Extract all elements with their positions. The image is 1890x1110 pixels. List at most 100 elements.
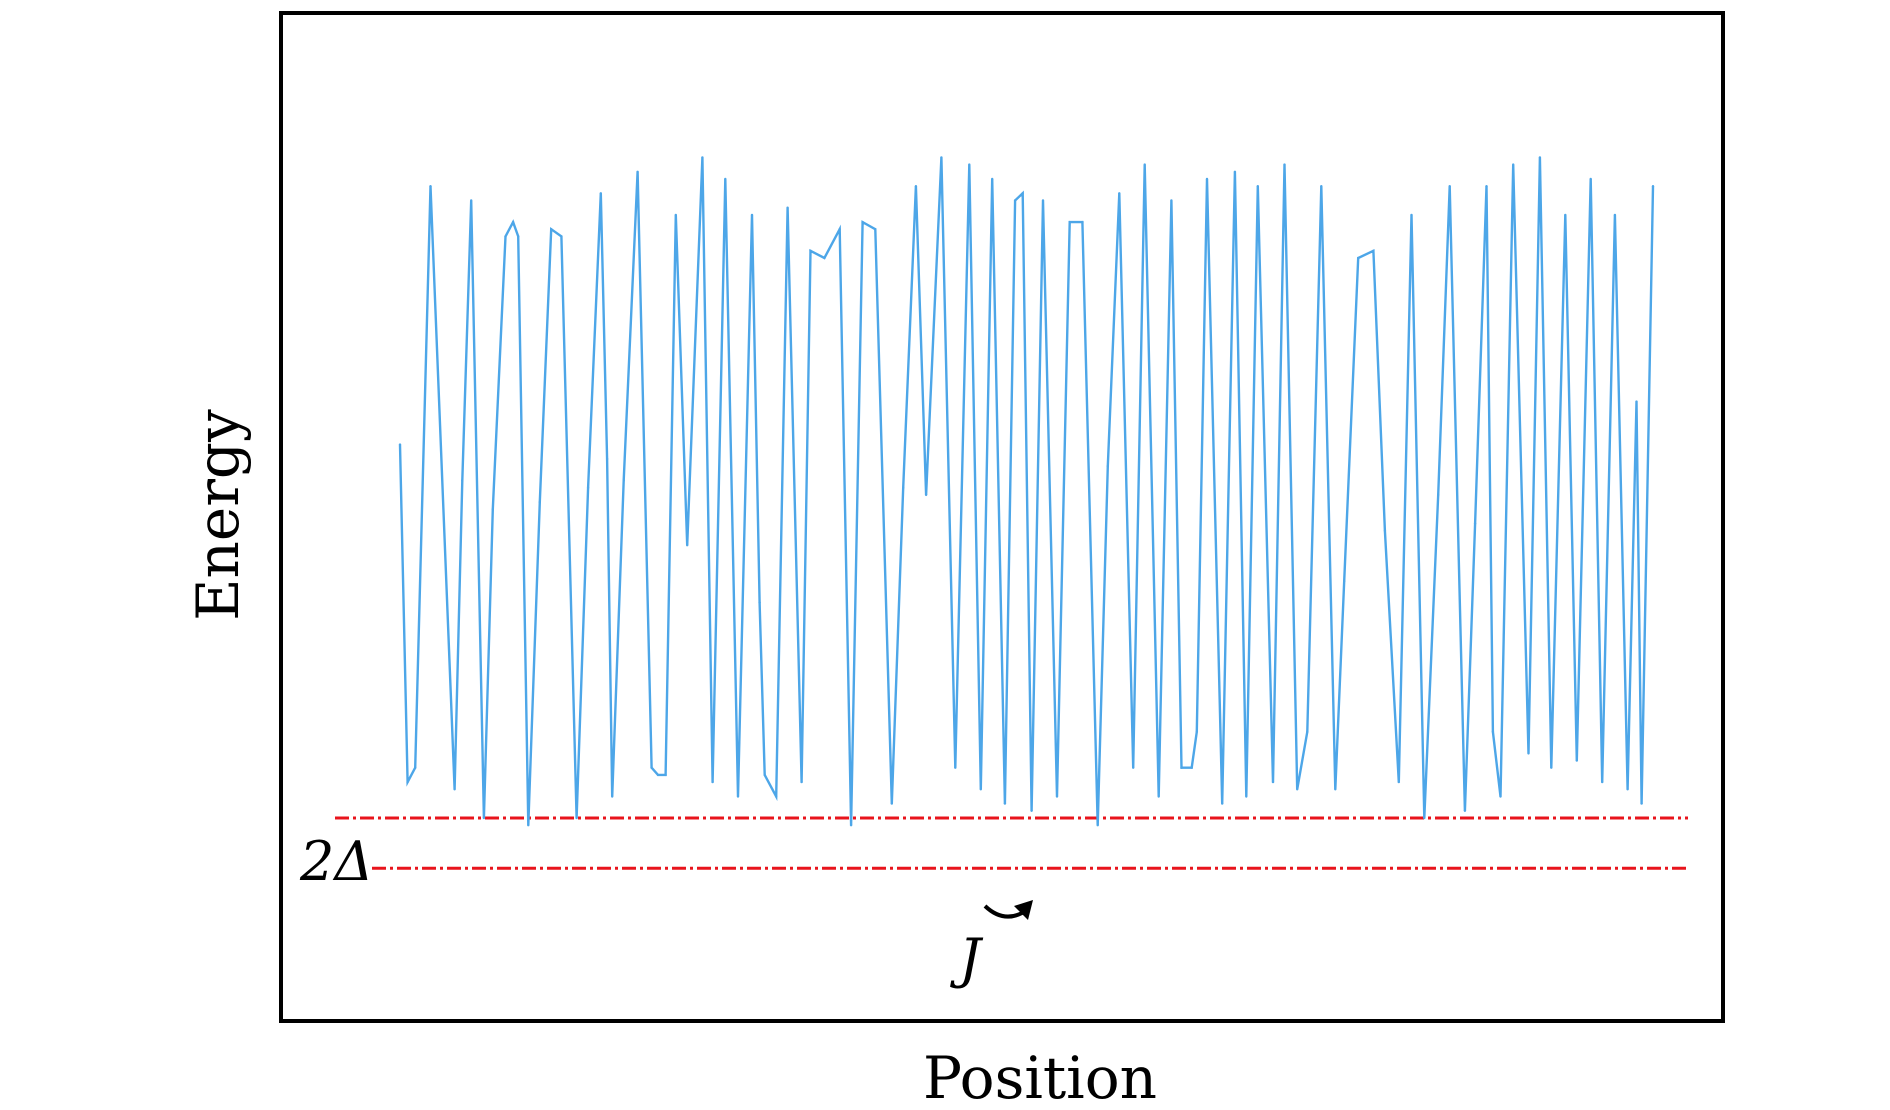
data-point xyxy=(517,235,520,238)
data-point xyxy=(1343,579,1346,583)
series-line xyxy=(398,157,1655,826)
data-point xyxy=(1564,213,1567,217)
data-point xyxy=(809,249,812,252)
data-point xyxy=(1118,192,1121,195)
data-point xyxy=(527,824,530,827)
data-point xyxy=(1132,766,1135,769)
data-point xyxy=(686,544,689,547)
data-point xyxy=(1437,493,1440,497)
data-point xyxy=(775,795,778,798)
data-point xyxy=(1180,766,1183,769)
data-point xyxy=(1205,177,1209,181)
data-point xyxy=(1538,156,1542,159)
data-point xyxy=(954,766,957,769)
data-point xyxy=(1601,780,1604,784)
hopping-label: J xyxy=(949,927,984,990)
data-point xyxy=(1021,192,1024,195)
data-point xyxy=(491,508,494,511)
data-point xyxy=(1651,185,1655,188)
data-point xyxy=(461,479,464,482)
data-point xyxy=(1296,788,1299,791)
data-point xyxy=(1221,802,1224,805)
data-point xyxy=(1499,795,1502,798)
data-point xyxy=(1423,816,1426,820)
data-point xyxy=(1527,752,1530,755)
data-point xyxy=(968,163,971,166)
data-point xyxy=(786,206,789,209)
data-point xyxy=(823,256,826,260)
data-point xyxy=(1448,185,1451,188)
data-point xyxy=(750,213,754,217)
data-point xyxy=(470,199,473,202)
data-point xyxy=(1491,730,1495,733)
data-point xyxy=(656,773,660,777)
data-point xyxy=(914,185,918,188)
data-point xyxy=(1613,213,1617,217)
data-point xyxy=(838,228,841,231)
data-point xyxy=(1640,802,1643,805)
data-point xyxy=(861,220,864,224)
data-point xyxy=(1041,199,1045,202)
data-point xyxy=(1550,766,1553,769)
data-point xyxy=(924,493,928,497)
data-point xyxy=(800,780,803,784)
data-point xyxy=(1195,730,1199,733)
data-point xyxy=(622,479,625,482)
data-point xyxy=(1575,759,1579,762)
data-point xyxy=(650,766,653,769)
data-point xyxy=(1106,465,1110,468)
data-point xyxy=(1096,824,1099,827)
data-point xyxy=(664,773,667,777)
data-point xyxy=(453,788,456,791)
data-point xyxy=(1473,522,1477,525)
data-point xyxy=(550,228,553,231)
data-point xyxy=(414,766,417,769)
data-point xyxy=(1463,809,1467,812)
data-point xyxy=(711,780,714,784)
data-point xyxy=(1256,185,1260,188)
data-point xyxy=(1030,809,1033,812)
data-point xyxy=(902,486,905,489)
data-point xyxy=(1081,220,1084,224)
data-point xyxy=(979,788,982,791)
data-point xyxy=(874,228,877,231)
data-point xyxy=(849,824,853,827)
data-point xyxy=(724,177,727,181)
data-point xyxy=(1306,730,1309,733)
data-point xyxy=(1635,400,1638,403)
x-axis-label: Position xyxy=(923,1044,1157,1110)
data-point xyxy=(736,795,740,798)
data-point xyxy=(560,235,563,238)
data-point xyxy=(1589,177,1592,181)
data-point xyxy=(504,235,507,238)
data-point xyxy=(1143,163,1146,166)
data-point xyxy=(1283,163,1286,166)
data-point xyxy=(701,156,704,159)
data-point xyxy=(890,802,893,805)
data-point xyxy=(636,170,639,173)
data-point xyxy=(1334,788,1337,791)
data-point xyxy=(429,185,432,188)
data-point xyxy=(1383,529,1387,532)
data-point xyxy=(538,500,541,504)
data-point xyxy=(1013,199,1017,202)
data-point xyxy=(1271,780,1275,784)
gap-label: 2Δ xyxy=(299,830,373,893)
data-point xyxy=(482,816,486,820)
data-point xyxy=(1003,802,1007,805)
plot-frame xyxy=(279,11,1725,1023)
data-point xyxy=(1626,788,1629,791)
data-point xyxy=(758,601,761,604)
data-point xyxy=(763,773,766,777)
data-point xyxy=(1190,766,1193,769)
data-point xyxy=(398,443,402,446)
data-point xyxy=(611,795,614,798)
data-point xyxy=(1357,256,1360,260)
data-point xyxy=(575,816,578,820)
data-point xyxy=(1233,170,1237,173)
data-point xyxy=(605,457,609,461)
data-point xyxy=(599,192,602,195)
data-point xyxy=(1170,199,1173,202)
